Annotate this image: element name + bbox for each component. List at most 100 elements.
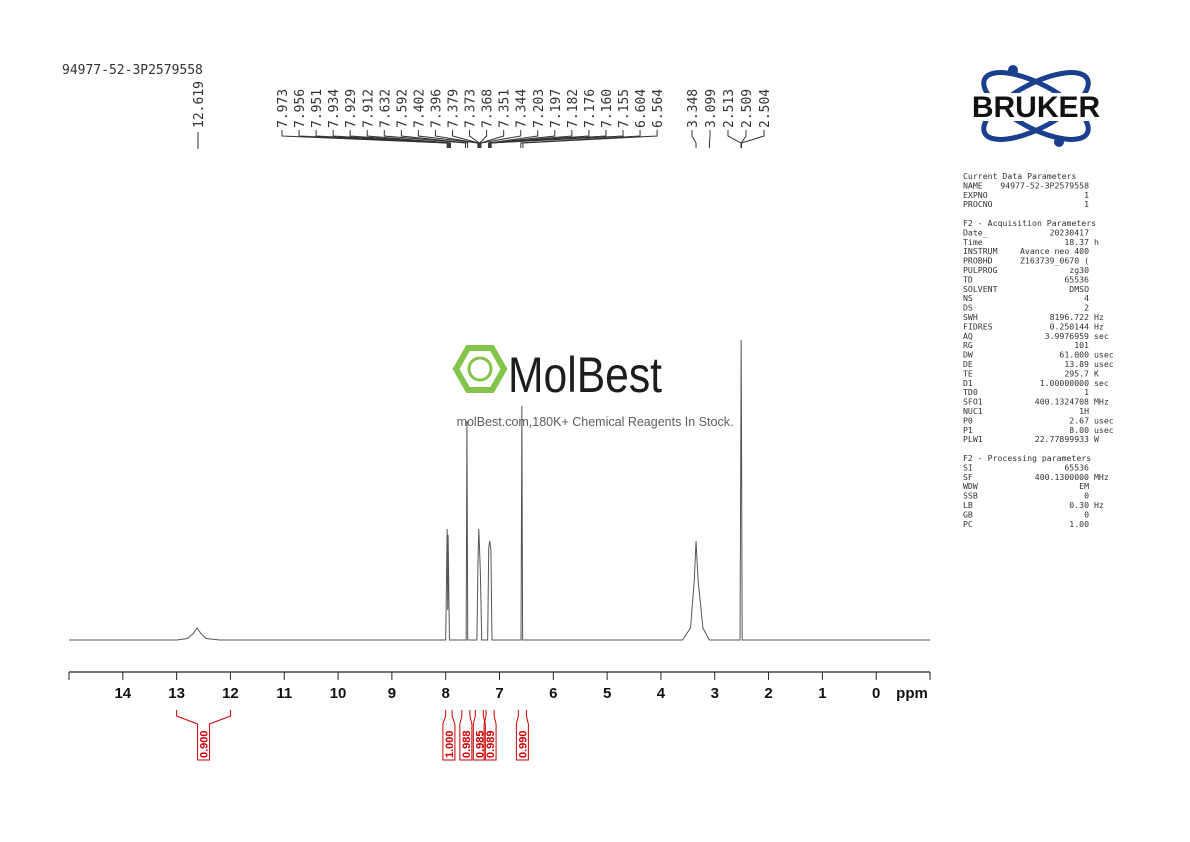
peak-label: 6.604 <box>634 89 649 128</box>
x-tick-label: 13 <box>168 685 185 702</box>
peak-connector <box>520 130 641 148</box>
sample-name: 94977-52-3P2579558 <box>62 63 203 78</box>
peak-label: 7.155 <box>617 89 632 128</box>
param-name: PROCNO <box>963 199 993 209</box>
x-tick-label: 12 <box>222 685 239 702</box>
param-name: SWH <box>963 312 978 322</box>
param-name: P0 <box>963 415 973 425</box>
peak-label: 7.912 <box>361 89 376 128</box>
param-unit: usec <box>1094 425 1114 435</box>
x-tick-label: 4 <box>657 685 666 702</box>
x-tick-label: 7 <box>495 685 503 702</box>
param-value: 295.7 <box>1064 368 1089 378</box>
peak-label: 2.513 <box>722 89 737 128</box>
peak-label: 7.956 <box>293 89 308 128</box>
param-value: 1.00000000 <box>1040 378 1089 388</box>
peak-label: 7.373 <box>464 89 479 128</box>
param-value: 20230417 <box>1050 227 1090 237</box>
param-value: 22.77899933 <box>1035 434 1089 444</box>
param-value: DMSO <box>1069 284 1089 294</box>
param-name: DE <box>963 359 973 369</box>
param-value: 2.67 <box>1069 415 1089 425</box>
param-unit: Hz <box>1094 321 1104 331</box>
peak-label: 7.203 <box>532 89 547 128</box>
peak-label: 7.351 <box>498 89 513 128</box>
integral-label: 0.990 <box>517 730 529 758</box>
param-name: WDW <box>963 481 978 491</box>
integral-label: 0.985 <box>474 730 486 758</box>
x-tick-label: 3 <box>711 685 719 702</box>
peak-label: 6.564 <box>651 89 666 128</box>
param-name: PLW1 <box>963 434 983 444</box>
integral-bracket <box>442 710 456 761</box>
peak-label: 7.934 <box>327 89 342 128</box>
param-value: EM <box>1079 481 1089 491</box>
param-name: TD <box>963 274 973 284</box>
x-axis-label: ppm <box>896 685 928 702</box>
integral-bracket <box>515 710 529 761</box>
param-value: 400.1324708 <box>1035 397 1089 407</box>
param-name: SI <box>963 462 973 472</box>
integral-label: 1.000 <box>444 730 456 758</box>
param-name: LB <box>963 500 973 510</box>
param-name: AQ <box>963 331 973 341</box>
param-name: INSTRUM <box>963 246 998 256</box>
param-name: DS <box>963 303 973 313</box>
integral-label: 0.988 <box>461 730 473 758</box>
param-name: DW <box>963 350 973 360</box>
peak-connector <box>479 130 488 148</box>
spectrum-trace <box>69 339 930 641</box>
param-name: NAME <box>963 180 983 190</box>
peak-connector <box>740 130 765 148</box>
param-unit: Hz <box>1094 500 1104 510</box>
param-name: PC <box>963 519 973 529</box>
param-name: NUC1 <box>963 406 983 416</box>
param-value: 0.30 <box>1069 500 1089 510</box>
param-value: 400.1300000 <box>1035 472 1089 482</box>
param-name: FIDRES <box>963 321 993 331</box>
param-value: 2 <box>1084 303 1089 313</box>
param-name: Time <box>963 237 983 247</box>
param-value: 65536 <box>1064 462 1089 472</box>
peak-label: 7.632 <box>378 89 393 128</box>
peak-connector <box>366 130 451 148</box>
param-value: 1 <box>1084 387 1089 397</box>
param-value: Z163739_0670 ( <box>1020 256 1089 266</box>
peak-label: 7.973 <box>276 89 291 128</box>
peak-label: 3.099 <box>704 89 719 128</box>
peak-connector <box>400 130 469 148</box>
param-name: SSB <box>963 491 978 501</box>
peak-label: 7.396 <box>429 89 444 128</box>
param-name: SF <box>963 472 973 482</box>
param-value: 1H <box>1079 406 1089 416</box>
peak-label: 7.929 <box>344 89 359 128</box>
param-name: RG <box>963 340 973 350</box>
peak-label: 2.504 <box>758 89 773 128</box>
watermark-tagline: molBest.com,180K+ Chemical Reagents In S… <box>457 415 734 429</box>
peak-connector <box>434 130 479 148</box>
param-value: 1 <box>1084 190 1089 200</box>
peak-label: 7.592 <box>395 89 410 128</box>
x-tick-label: 2 <box>764 685 772 702</box>
peak-label: 7.160 <box>600 89 615 128</box>
peak-connector <box>489 130 590 148</box>
peak-label: 3.348 <box>686 89 701 128</box>
peak-connector <box>490 130 624 148</box>
param-name: NS <box>963 293 973 303</box>
peak-connector <box>691 130 697 148</box>
x-tick-label: 8 <box>442 685 450 702</box>
peak-connector <box>522 130 658 148</box>
peak-connector <box>383 130 466 148</box>
param-value: 0 <box>1084 491 1089 501</box>
param-name: TD0 <box>963 387 978 397</box>
param-unit: MHz <box>1094 472 1109 482</box>
param-value: 101 <box>1074 340 1089 350</box>
integral-bracket <box>483 710 497 761</box>
param-unit: usec <box>1094 350 1114 360</box>
peak-label: 12.619 <box>192 81 207 128</box>
param-value: 1 <box>1084 199 1089 209</box>
param-value: Avance neo 400 <box>1020 246 1089 256</box>
param-name: GB <box>963 509 973 519</box>
param-value: zg30 <box>1069 265 1089 275</box>
